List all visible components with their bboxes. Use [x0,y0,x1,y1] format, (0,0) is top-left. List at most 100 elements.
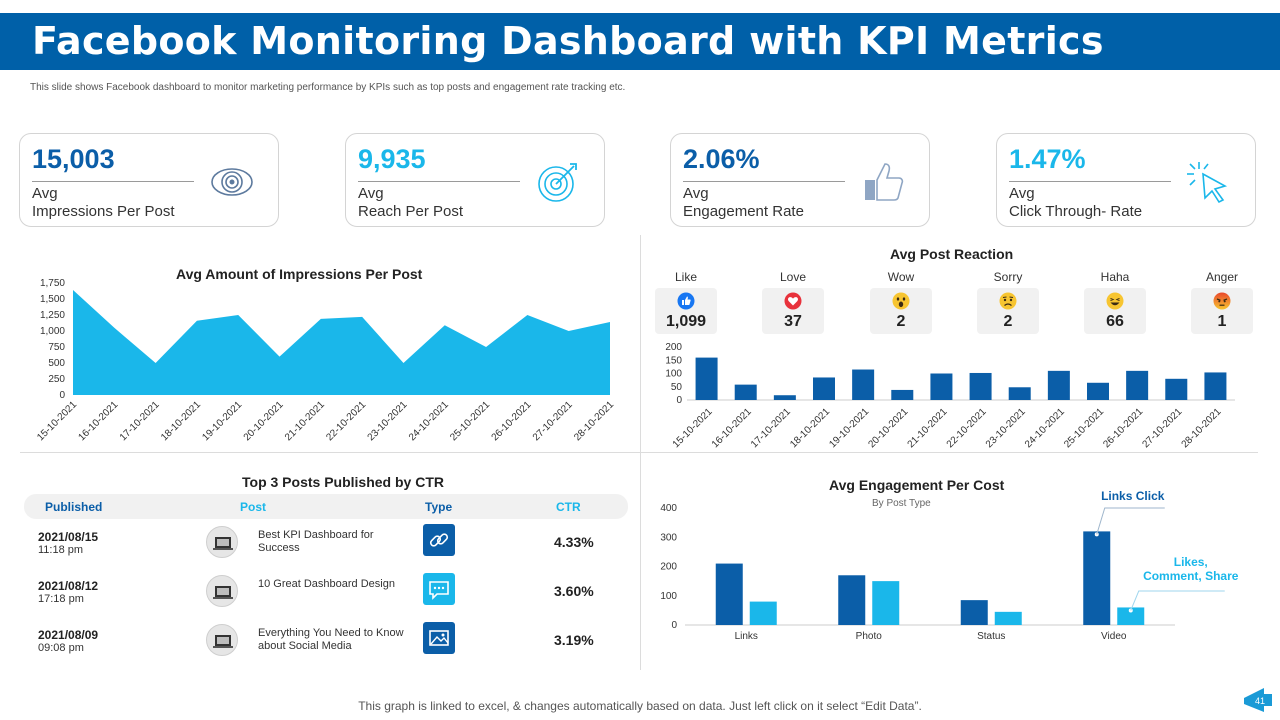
x-tick-label: 27-10-2021 [531,399,575,443]
reaction-box: 37 [762,288,824,334]
header-ctr: CTR [556,500,581,514]
reaction-love: Love 37 [762,270,824,334]
y-tick-label: 300 [660,532,677,543]
reaction-bar-chart: 0 50 100 150 200 15-10-202116-10-202117-10-20… [665,342,1235,450]
x-tick-label: 20-10-2021 [242,399,286,443]
x-tick-label: 24-10-2021 [1023,406,1067,450]
kpi-value: 1.47% [1009,144,1086,174]
laptop-thumbnail-icon [213,586,233,599]
x-tick-label: Video [1101,631,1127,642]
link-icon [429,533,449,547]
post-date: 2021/08/09 [38,628,99,642]
kpi-card-impressions: 15,003 Avg Impressions Per Post [19,133,279,227]
x-tick-label: 15-10-2021 [35,399,79,443]
post-type-badge [423,622,455,654]
top-posts-header: Published Post Type CTR [24,494,628,519]
reaction-name: Like [674,270,697,284]
engagement-chart-title: Avg Engagement Per Cost [829,477,1005,493]
engagement-bar [838,575,866,625]
kpi-value: 15,003 [32,144,115,174]
reaction-bar [930,373,953,400]
kpi-label-line1: Avg [683,185,709,202]
x-tick-label: 23-10-2021 [366,399,410,443]
megaphone-icon: 41 [1244,688,1272,712]
reaction-bar [1008,387,1031,400]
post-thumbnail [206,624,238,656]
annotation-line [1096,507,1165,535]
reaction-name: Haha [1100,270,1130,284]
kpi-card-engagement: 2.06% Avg Engagement Rate [670,133,930,227]
kpi-value: 9,935 [358,144,426,174]
post-ctr: 4.33% [554,534,594,550]
post-title: Everything You Need to Know about Social… [258,627,404,652]
reaction-bar [1165,378,1188,400]
header-post: Post [240,500,267,514]
x-tick-label: 15-10-2021 [671,406,715,450]
laptop-thumbnail-icon [213,537,233,550]
x-tick-label: 23-10-2021 [984,406,1028,450]
laptop-thumbnail-icon [213,635,233,648]
reaction-count: 66 [1106,313,1124,330]
y-tick-label: 500 [48,358,65,369]
table-row[interactable]: 2021/08/12 17:18 pm 10 Great Dashboard D… [24,573,628,623]
x-tick-label: 21-10-2021 [283,399,327,443]
reaction-count: 2 [896,313,906,330]
reaction-name: Sorry [993,270,1023,284]
kpi-label-line2: Impressions Per Post [32,203,175,220]
reaction-count: 2 [1003,313,1013,330]
annotation-marker [1093,531,1100,538]
reaction-like: Like 1,099 [655,270,717,334]
y-tick-label: 400 [660,503,677,514]
reaction-bar [1047,370,1070,400]
x-tick-label: 19-10-2021 [827,406,871,450]
table-row[interactable]: 2021/08/15 11:18 pm Best KPI Dashboard f… [24,524,628,574]
reaction-count: 37 [784,313,802,330]
y-tick-label: 1,250 [40,310,65,321]
x-tick-label: 17-10-2021 [118,399,162,443]
engagement-bar [994,611,1022,625]
x-tick-label: 21-10-2021 [906,406,950,450]
header-type: Type [425,500,453,514]
x-tick-label: 16-10-2021 [710,406,754,450]
annotation-line [1130,590,1225,611]
target-icon [538,163,577,202]
kpi-label-line1: Avg [32,185,58,202]
reaction-count: 1,099 [665,313,707,330]
post-time: 09:08 pm [38,642,84,654]
angry-face-icon [1213,292,1231,310]
y-tick-label: 100 [660,591,677,602]
x-tick-label: 28-10-2021 [572,399,616,443]
post-ctr: 3.19% [554,632,594,648]
reaction-anger: Anger 1 [1191,270,1253,334]
page-title: Facebook Monitoring Dashboard with KPI M… [32,19,1104,63]
reaction-box: 2 [870,288,932,334]
heart-icon [784,292,802,310]
y-tick-label: 200 [665,342,682,353]
reaction-box: 1 [1191,288,1253,334]
table-row[interactable]: 2021/08/09 09:08 pm Everything You Need … [24,622,628,672]
reaction-bar [695,357,718,400]
post-date: 2021/08/12 [38,579,99,593]
x-tick-label: Links [735,631,758,642]
engagement-bar [749,601,777,625]
reaction-wow: Wow 2 [870,270,932,334]
top-posts-title: Top 3 Posts Published by CTR [242,474,444,490]
engagement-bar [960,600,988,625]
x-tick-label: 16-10-2021 [76,399,120,443]
title-bar: Facebook Monitoring Dashboard with KPI M… [0,13,1280,70]
page-number: 41 [1255,696,1265,706]
y-tick-label: 0 [676,395,682,406]
post-time: 11:18 pm [38,544,84,556]
reaction-bar [891,389,914,400]
y-tick-label: 200 [660,562,677,573]
reaction-bar [734,384,757,400]
impressions-area [73,290,610,395]
x-tick-label: 19-10-2021 [200,399,244,443]
image-icon [429,630,449,646]
reaction-bar [969,372,992,400]
kpi-label-line1: Avg [1009,185,1035,202]
kpi-value: 2.06% [683,144,760,174]
y-tick-label: 1,000 [40,326,65,337]
x-tick-label: 27-10-2021 [1140,406,1184,450]
reaction-name: Anger [1205,270,1239,284]
